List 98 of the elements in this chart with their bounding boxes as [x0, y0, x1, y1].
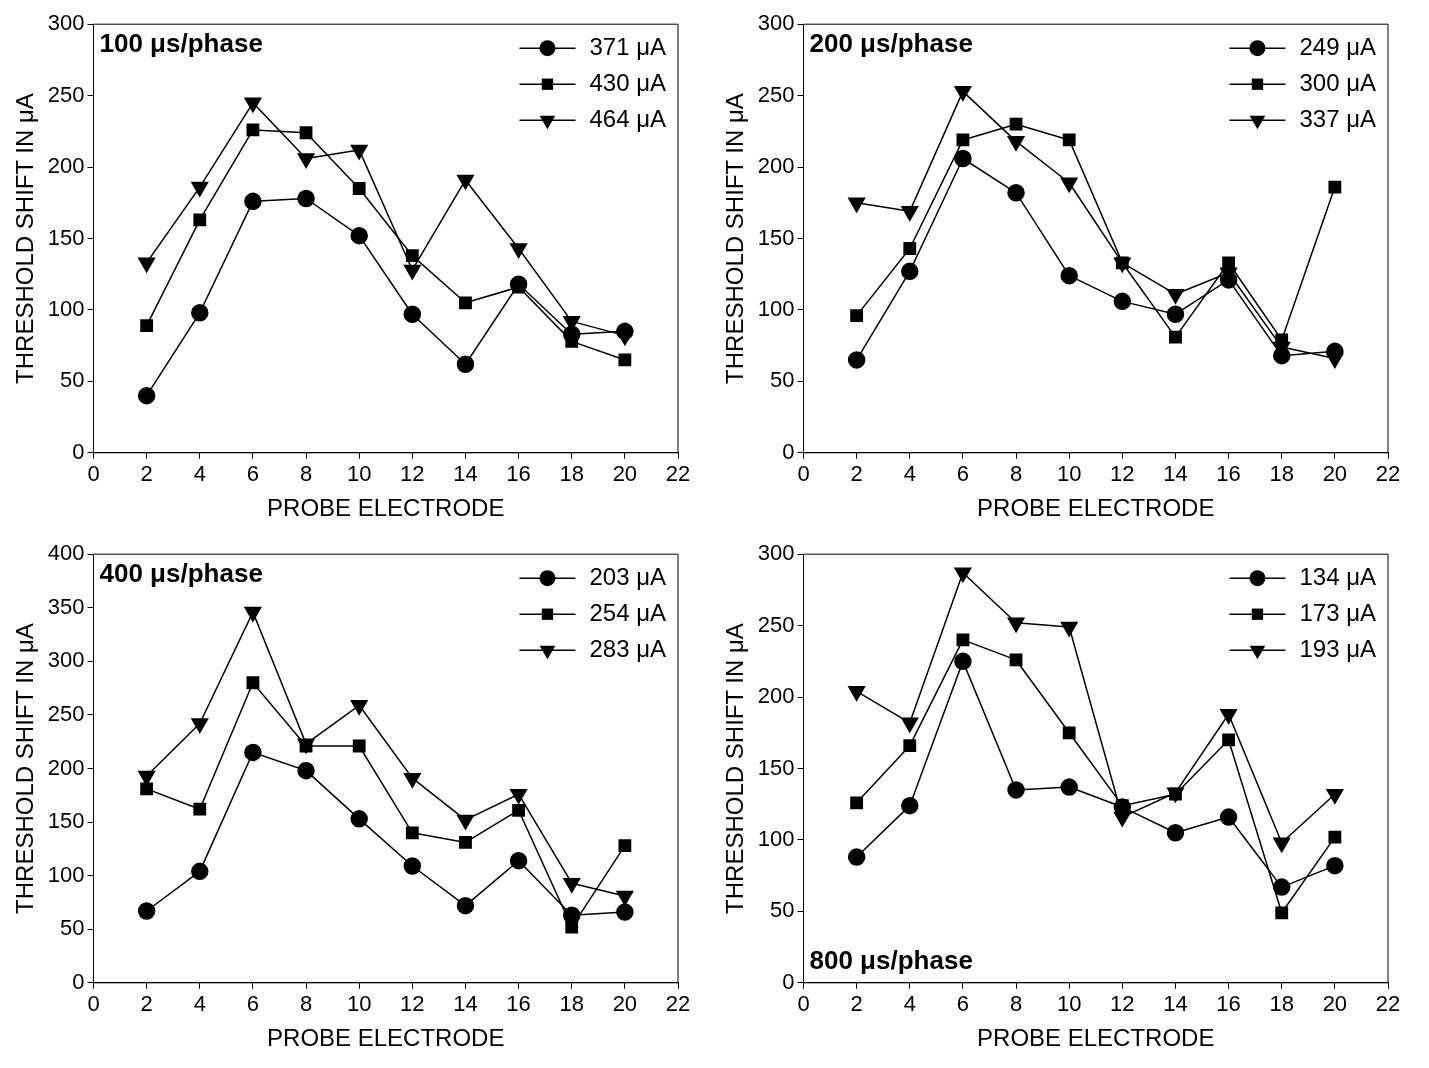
y-tick-label: 50 [770, 367, 795, 393]
x-tick-label: 20 [1322, 991, 1348, 1017]
y-tick-label: 200 [47, 754, 85, 780]
x-tick-label: 22 [1375, 991, 1401, 1017]
x-tick-label: 8 [1009, 461, 1023, 487]
legend-label: 134 μA [1299, 562, 1376, 590]
x-tick-label: 4 [193, 461, 206, 487]
x-tick-label: 14 [453, 991, 478, 1017]
chart-title: 100 μs/phase [99, 28, 263, 59]
legend-label: 283 μA [589, 634, 666, 662]
y-axis-title: THRESHOLD SHIFT IN μA [11, 623, 39, 914]
x-tick-label: 16 [1216, 461, 1241, 487]
y-tick-label: 0 [782, 438, 795, 464]
x-tick-label: 22 [665, 461, 691, 487]
x-tick-label: 4 [903, 991, 916, 1017]
y-tick-label: 250 [757, 611, 795, 637]
y-tick-label: 300 [47, 647, 85, 673]
x-tick-label: 12 [400, 461, 425, 487]
x-axis-title: PROBE ELECTRODE [267, 1024, 505, 1052]
y-axis-title: THRESHOLD SHIFT IN μA [11, 93, 39, 384]
x-tick-label: 10 [1056, 991, 1082, 1017]
y-tick-label: 100 [47, 861, 85, 887]
x-tick-label: 18 [559, 461, 584, 487]
x-tick-label: 18 [559, 991, 584, 1017]
y-tick-label: 300 [47, 10, 85, 36]
x-tick-label: 16 [506, 461, 531, 487]
y-tick-label: 0 [782, 968, 795, 994]
x-axis-title: PROBE ELECTRODE [267, 494, 505, 522]
y-tick-label: 250 [47, 700, 85, 726]
x-tick-label: 16 [1216, 991, 1241, 1017]
y-tick-label: 350 [47, 593, 85, 619]
legend-label: 337 μA [1299, 104, 1376, 132]
y-tick-label: 200 [757, 683, 795, 709]
x-tick-label: 12 [1110, 991, 1135, 1017]
y-tick-label: 100 [757, 826, 795, 851]
x-tick-label: 6 [246, 991, 260, 1017]
y-tick-label: 50 [60, 915, 85, 941]
y-tick-label: 100 [757, 296, 795, 321]
y-tick-label: 0 [72, 968, 85, 994]
legend-label: 300 μA [1299, 68, 1376, 96]
x-tick-label: 2 [850, 991, 863, 1017]
y-tick-label: 150 [47, 808, 85, 834]
x-tick-label: 10 [346, 991, 372, 1017]
x-tick-label: 20 [1322, 461, 1348, 487]
y-tick-label: 0 [72, 438, 85, 464]
legend-label: 193 μA [1299, 634, 1376, 662]
x-tick-label: 12 [1110, 461, 1135, 487]
chart-title: 400 μs/phase [99, 558, 263, 589]
legend-label: 203 μA [589, 562, 666, 590]
x-tick-label: 4 [193, 991, 206, 1017]
x-tick-label: 18 [1269, 461, 1294, 487]
x-tick-label: 16 [506, 991, 531, 1017]
x-axis-title: PROBE ELECTRODE [977, 494, 1215, 522]
legend-label: 254 μA [589, 598, 666, 626]
x-tick-label: 4 [903, 461, 916, 487]
legend-label: 430 μA [589, 68, 666, 96]
y-tick-label: 200 [47, 153, 85, 179]
x-tick-label: 2 [140, 461, 153, 487]
y-tick-label: 100 [47, 296, 85, 321]
x-tick-label: 22 [1375, 461, 1401, 487]
legend-label: 249 μA [1299, 32, 1376, 60]
x-tick-label: 8 [299, 461, 313, 487]
y-tick-label: 150 [757, 224, 795, 250]
y-tick-label: 300 [757, 540, 795, 566]
x-tick-label: 10 [346, 461, 372, 487]
x-tick-label: 10 [1056, 461, 1082, 487]
x-tick-label: 14 [1163, 991, 1188, 1017]
x-tick-label: 20 [612, 461, 638, 487]
y-tick-label: 250 [47, 81, 85, 107]
x-tick-label: 20 [612, 991, 638, 1017]
legend-label: 173 μA [1299, 598, 1376, 626]
x-tick-label: 2 [850, 461, 863, 487]
x-tick-label: 14 [1163, 461, 1188, 487]
x-tick-label: 8 [299, 991, 313, 1017]
y-tick-label: 250 [757, 81, 795, 107]
chart-title: 200 μs/phase [809, 28, 973, 59]
x-tick-label: 2 [140, 991, 153, 1017]
x-tick-label: 6 [956, 991, 970, 1017]
y-tick-label: 150 [757, 754, 795, 780]
x-tick-label: 18 [1269, 991, 1294, 1017]
x-tick-label: 14 [453, 461, 478, 487]
y-axis-title: THRESHOLD SHIFT IN μA [721, 623, 749, 914]
y-tick-label: 300 [757, 10, 795, 36]
x-tick-label: 6 [956, 461, 970, 487]
y-tick-label: 150 [47, 224, 85, 250]
x-tick-label: 22 [665, 991, 691, 1017]
legend-label: 464 μA [589, 104, 666, 132]
x-tick-label: 12 [400, 991, 425, 1017]
text: 800 μs/phase [809, 944, 973, 975]
x-tick-label: 8 [1009, 991, 1023, 1017]
x-tick-label: 6 [246, 461, 260, 487]
y-tick-label: 50 [60, 367, 85, 393]
y-tick-label: 200 [757, 153, 795, 179]
y-axis-title: THRESHOLD SHIFT IN μA [721, 93, 749, 384]
y-tick-label: 50 [770, 897, 795, 923]
y-tick-label: 400 [47, 540, 85, 566]
legend-label: 371 μA [589, 32, 666, 60]
x-axis-title: PROBE ELECTRODE [977, 1024, 1215, 1052]
